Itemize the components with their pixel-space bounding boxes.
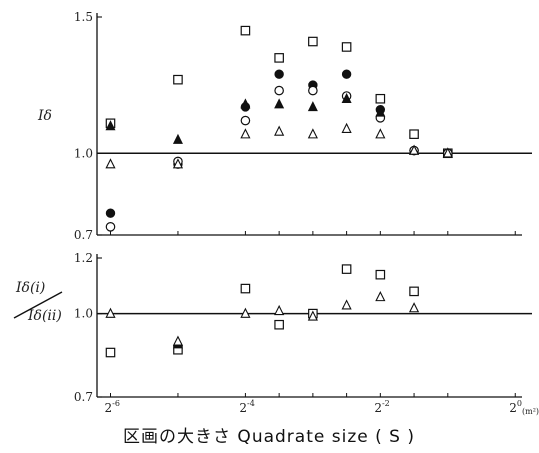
x-tick-label: 2-2 — [374, 399, 389, 415]
panel1-triangle-filled-point — [274, 98, 285, 109]
panel2-y-tick-label: 0.7 — [74, 390, 93, 404]
panel1-triangle-open-point — [442, 147, 453, 158]
panel2-triangle-open-point — [408, 302, 420, 313]
panel1-square-open-point — [173, 74, 183, 85]
x-tick-exponent: -6 — [112, 399, 120, 408]
panel1-square-open-point — [240, 25, 251, 36]
panel1-square-open-point — [274, 53, 284, 63]
panel2-y-tick-label: 1.2 — [74, 251, 93, 265]
panel1-triangle-filled-point — [341, 92, 352, 103]
panel2-square-open-point — [409, 286, 419, 297]
panel2-y-label-denominator: Iδ(ii) — [27, 308, 62, 324]
panel2-square-open-point — [105, 347, 116, 358]
panel1-y-tick-label: 1.0 — [74, 146, 93, 160]
panel2-square-open-point — [240, 283, 251, 294]
marks-layer — [105, 25, 453, 358]
panel1-square-open-point — [341, 42, 352, 52]
panel1-triangle-open-point — [375, 128, 386, 139]
panel1-triangle-filled-point — [172, 133, 183, 144]
panel2-y-label-slash — [13, 291, 63, 319]
panel1-triangle-filled-point — [105, 120, 116, 131]
x-tick-exponent: 0 — [517, 399, 522, 408]
panel1-triangle-open-point — [307, 128, 318, 139]
panel2-triangle-open-point — [307, 310, 318, 321]
panel2-square-open-point — [375, 269, 386, 280]
panel1-circle-open-point — [240, 115, 251, 126]
panel1-triangle-open-point — [105, 158, 116, 169]
x-tick-label: 2-6 — [104, 399, 119, 415]
panel2-square-open-point — [341, 264, 352, 274]
panel1-square-open-point — [409, 129, 419, 139]
panel1-triangle-filled-point — [375, 106, 386, 117]
panel1-triangle-filled-point — [240, 98, 251, 109]
panel1-circle-open-point — [274, 85, 284, 96]
panel1-y-tick-label: 0.7 — [74, 228, 93, 242]
x-tick-exponent: -2 — [382, 399, 390, 408]
panel1-circle-open-point — [308, 85, 318, 96]
panel1-circle-open-point — [105, 222, 116, 232]
axes-layer — [96, 13, 532, 398]
panel1-circle-filled-point — [105, 208, 116, 218]
panel2-triangle-open-point — [172, 335, 184, 346]
panel2-triangle-open-point — [341, 299, 352, 310]
panel1-circle-filled-point — [341, 69, 352, 79]
panel1-triangle-open-point — [408, 144, 420, 155]
panel2-square-open-point — [274, 319, 284, 330]
panel2-triangle-open-point — [240, 307, 251, 318]
x-unit: (m²) — [522, 407, 539, 416]
x-tick-label: 2-4 — [239, 399, 254, 415]
panel1-triangle-open-point — [274, 125, 285, 136]
panel1-y-tick-label: 1.5 — [74, 10, 93, 24]
panel2-triangle-open-point — [105, 307, 116, 318]
x-axis-title: 区画の大きさ Quadrate size ( S ) — [123, 427, 415, 447]
panel1-triangle-open-point — [341, 122, 352, 133]
panel1-square-open-point — [308, 36, 318, 47]
labels-layer: 0.7 1.0 1.5 0.7 1.0 1.2 2-6 2-4 2-2 20(m²) Iδ Iδ(i)… — [13, 10, 539, 447]
panel1-triangle-open-point — [240, 128, 251, 139]
panel1-triangle-filled-point — [307, 101, 318, 112]
panel2-triangle-open-point — [274, 304, 285, 316]
x-tick-exponent: -4 — [247, 399, 255, 408]
panel1-circle-filled-point — [274, 69, 284, 79]
panel2-y-tick-label: 1.0 — [74, 307, 93, 321]
panel2-triangle-open-point — [375, 290, 386, 302]
panel1-triangle-open-point — [172, 158, 184, 169]
x-tick-label: 20(m²) — [509, 399, 539, 416]
panel1-square-open-point — [375, 93, 386, 104]
panel2-y-label-numerator: Iδ(i) — [15, 280, 45, 296]
panel1-y-label: Iδ — [37, 108, 52, 124]
